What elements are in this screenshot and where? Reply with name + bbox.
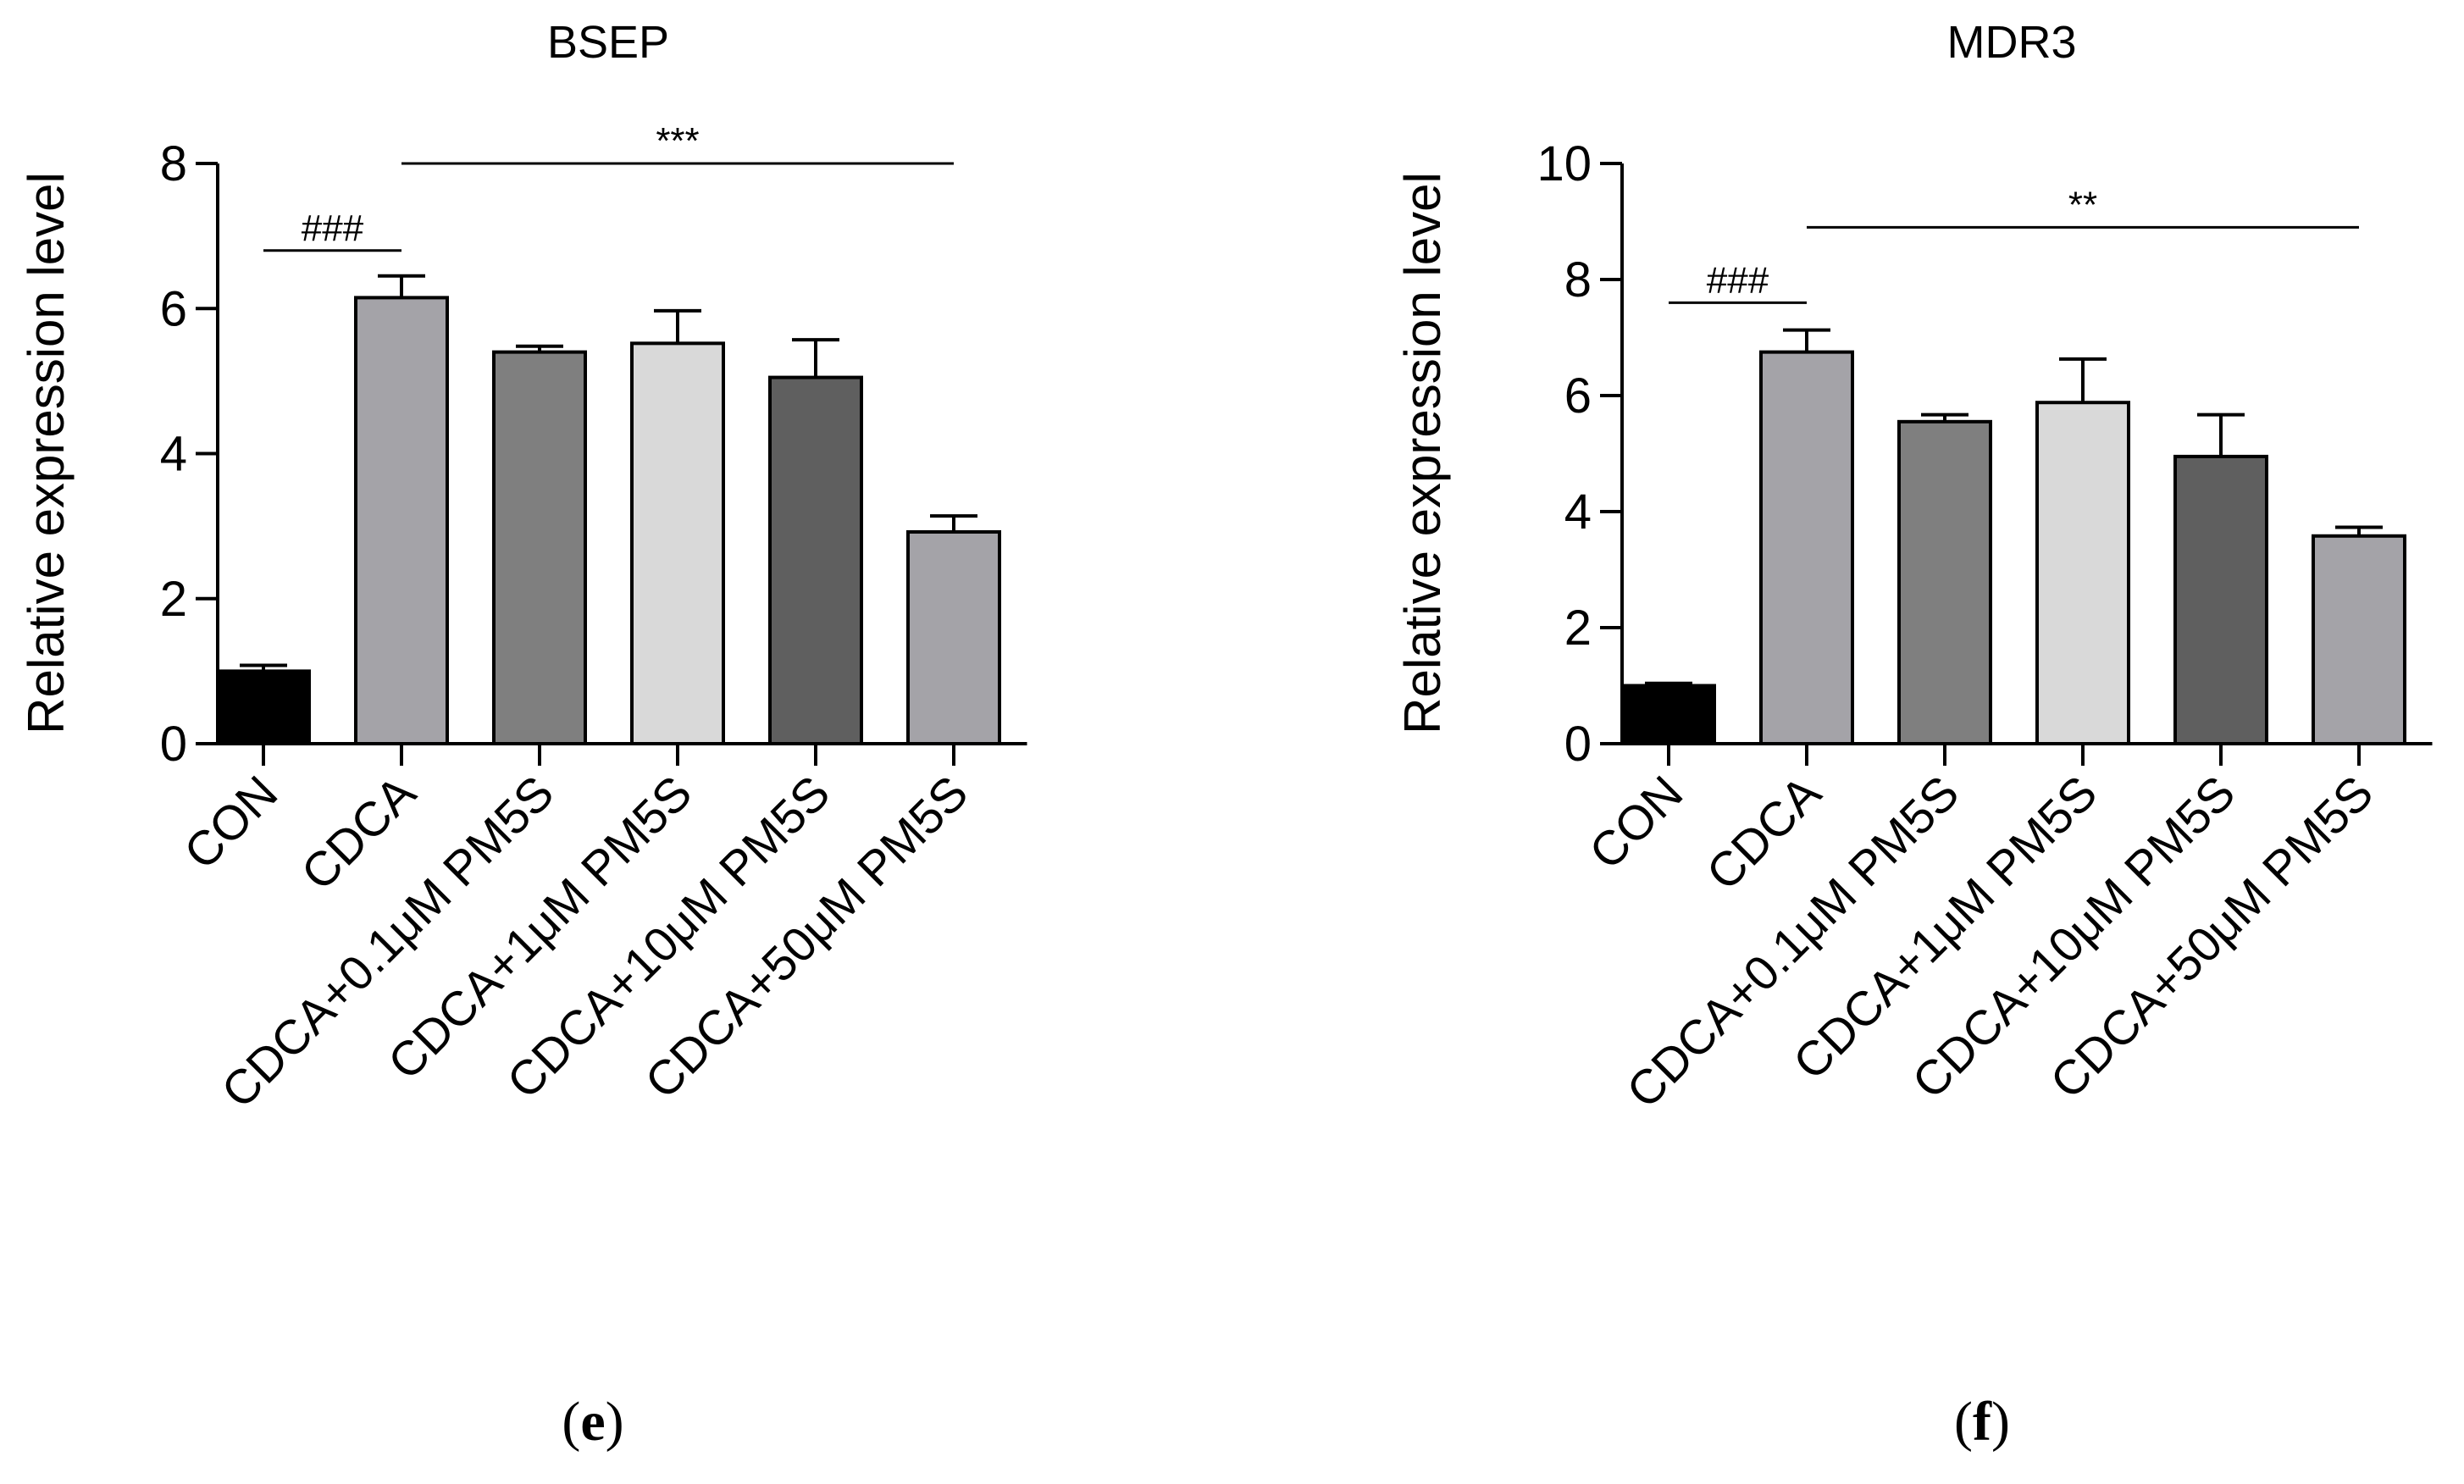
significance-label: *** <box>656 120 699 162</box>
significance-label: ### <box>1707 259 1769 301</box>
panel-label: (e) <box>562 1391 623 1453</box>
mdr3-bar-4 <box>2173 454 2268 745</box>
mdr3-bar-5 <box>2312 534 2406 746</box>
category-label: CON <box>1579 766 1693 880</box>
category-label: CDCA <box>291 766 426 900</box>
y-axis-label: Relative expression level <box>18 172 75 734</box>
bsep-bar-4 <box>768 375 863 745</box>
y-tick-label: 0 <box>160 717 187 772</box>
bsep-bar-0 <box>216 669 311 745</box>
chart-title: MDR3 <box>1946 17 2076 68</box>
panel-letter: f <box>1973 1391 1992 1453</box>
chart-title: BSEP <box>547 17 669 68</box>
y-tick-label: 6 <box>1564 368 1592 424</box>
y-tick-label: 2 <box>160 572 187 627</box>
mdr3-bar-2 <box>1897 419 1992 745</box>
y-tick-label: 8 <box>1564 252 1592 307</box>
y-tick-label: 6 <box>160 281 187 336</box>
bsep-bar-1 <box>354 296 449 745</box>
chart-mdr3: MDR3 Relative expression level 0 2 4 6 8 10 CON C… <box>1394 17 2433 1453</box>
y-tick-label: 2 <box>1564 601 1592 656</box>
significance-label: ** <box>2068 184 2097 225</box>
panel-letter: e <box>580 1391 605 1453</box>
y-tick-label: 4 <box>160 427 187 482</box>
mdr3-bar-3 <box>2035 401 2130 745</box>
y-tick-label: 0 <box>1564 717 1592 772</box>
y-axis-label: Relative expression level <box>1394 172 1451 734</box>
bsep-bar-2 <box>492 350 587 745</box>
mdr3-bar-0 <box>1621 684 1716 745</box>
chart-bsep: BSEP Relative expression level 0 2 4 6 8 CON CDC… <box>18 17 1027 1453</box>
category-label: CON <box>174 766 288 880</box>
y-tick-label: 10 <box>1537 136 1592 191</box>
y-tick-label: 8 <box>160 136 187 191</box>
bsep-bar-5 <box>906 529 1001 745</box>
panel-label: (f) <box>1954 1391 2010 1453</box>
category-label: CDCA <box>1697 766 1831 900</box>
significance-label: ### <box>302 208 364 249</box>
y-tick-label: 4 <box>1564 485 1592 540</box>
mdr3-bar-1 <box>1759 350 1854 745</box>
bsep-bar-3 <box>630 341 725 745</box>
